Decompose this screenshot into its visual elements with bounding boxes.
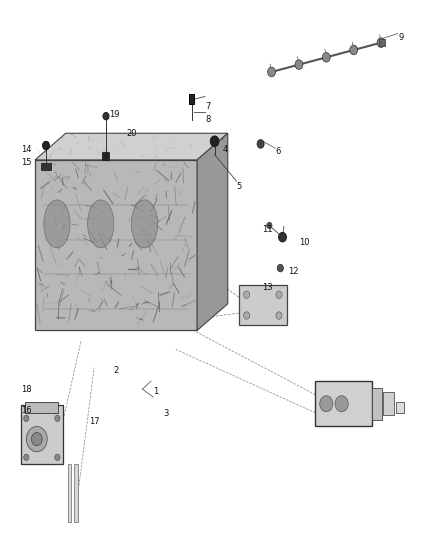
Ellipse shape [44, 200, 70, 248]
Text: 9: 9 [398, 33, 403, 42]
Circle shape [55, 415, 60, 422]
Circle shape [42, 141, 49, 150]
Text: 3: 3 [164, 409, 169, 417]
Bar [41, 163, 51, 170]
Text: 15: 15 [21, 158, 32, 167]
Text: 11: 11 [262, 225, 272, 233]
Text: 4: 4 [223, 145, 228, 154]
Circle shape [295, 60, 303, 69]
Circle shape [244, 312, 250, 319]
Polygon shape [35, 160, 197, 330]
Text: 16: 16 [21, 406, 32, 415]
Text: 12: 12 [288, 268, 299, 276]
Bar [68, 464, 71, 522]
FancyBboxPatch shape [239, 285, 287, 325]
Text: 13: 13 [262, 284, 272, 292]
Circle shape [276, 291, 282, 298]
Bar [21, 405, 63, 464]
Ellipse shape [88, 200, 114, 248]
Circle shape [320, 395, 333, 411]
Bar [383, 392, 394, 415]
Circle shape [210, 136, 219, 147]
Circle shape [268, 67, 276, 77]
Circle shape [350, 45, 357, 55]
Text: 2: 2 [113, 366, 119, 375]
Ellipse shape [131, 200, 158, 248]
Circle shape [279, 232, 286, 242]
Text: 6: 6 [276, 148, 281, 156]
Circle shape [244, 291, 250, 298]
Circle shape [267, 222, 272, 229]
Text: 20: 20 [126, 129, 137, 138]
Bar [25, 402, 59, 413]
Circle shape [32, 432, 42, 446]
Text: 18: 18 [21, 385, 32, 393]
Polygon shape [197, 133, 228, 330]
Circle shape [322, 52, 330, 62]
Bar [372, 388, 382, 419]
Bar [396, 402, 404, 413]
Text: 5: 5 [236, 182, 241, 191]
Text: 8: 8 [205, 116, 211, 124]
Circle shape [24, 415, 29, 422]
Bar [379, 39, 385, 46]
Text: 19: 19 [109, 110, 119, 119]
Circle shape [24, 454, 29, 461]
Circle shape [26, 426, 47, 452]
Bar [102, 152, 109, 160]
Text: 14: 14 [21, 145, 32, 154]
Circle shape [276, 312, 282, 319]
Circle shape [257, 140, 264, 148]
Polygon shape [35, 133, 228, 160]
Text: 10: 10 [299, 238, 310, 247]
Text: 7: 7 [205, 102, 211, 111]
Bar [315, 381, 372, 426]
Text: 17: 17 [89, 417, 99, 425]
Bar [189, 94, 194, 104]
Circle shape [377, 38, 385, 47]
Bar [74, 464, 78, 522]
Circle shape [335, 395, 348, 411]
Text: 1: 1 [153, 387, 158, 396]
Circle shape [277, 264, 283, 272]
Circle shape [103, 112, 109, 120]
Circle shape [55, 454, 60, 461]
